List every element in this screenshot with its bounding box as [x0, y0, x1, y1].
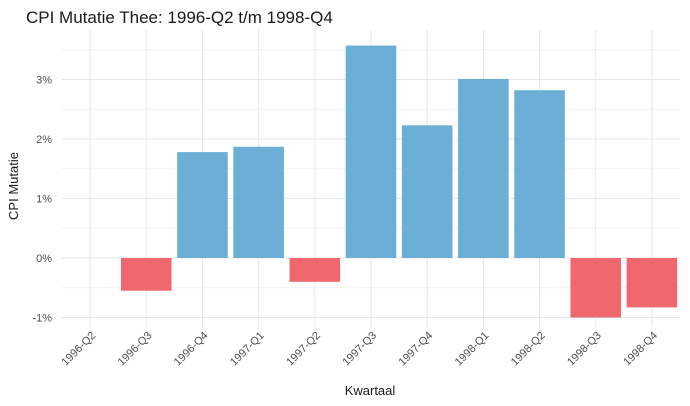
x-tick-label: 1996-Q2 [59, 330, 98, 369]
x-tick-label: 1997-Q2 [284, 330, 323, 369]
y-tick-label: 2% [36, 134, 52, 146]
bar-1998-Q4 [626, 258, 678, 308]
y-tick-label: 0% [36, 253, 52, 265]
bar-1997-Q4 [401, 125, 453, 258]
x-tick-label: 1998-Q1 [453, 330, 492, 369]
x-tick-label: 1998-Q3 [565, 330, 604, 369]
x-tick-label: 1998-Q4 [621, 330, 660, 369]
x-tick-label: 1996-Q3 [116, 330, 155, 369]
bar-1998-Q3 [570, 258, 622, 318]
bar-1998-Q1 [458, 78, 509, 258]
bar-1997-Q2 [289, 258, 341, 282]
bar-1998-Q2 [514, 90, 565, 259]
bar-1997-Q1 [233, 146, 284, 258]
bars [120, 45, 678, 318]
x-axis-ticks: 1996-Q2 1996-Q3 1996-Q4 1997-Q1 1997-Q2 1997-… [59, 330, 660, 369]
x-tick-label: 1997-Q3 [340, 330, 379, 369]
x-tick-label: 1997-Q1 [228, 330, 267, 369]
y-tick-label: 1% [36, 194, 52, 206]
chart-title: CPI Mutatie Thee: 1996-Q2 t/m 1998-Q4 [26, 8, 333, 27]
y-tick-label: 3% [36, 75, 52, 87]
x-tick-label: 1997-Q4 [397, 330, 436, 369]
x-tick-label: 1998-Q2 [509, 330, 548, 369]
x-axis-title: Kwartaal [345, 383, 396, 398]
bar-1997-Q3 [345, 45, 397, 259]
y-axis-title: CPI Mutatie [6, 152, 21, 220]
bar-1996-Q3 [120, 258, 172, 291]
y-tick-label: -1% [32, 313, 52, 325]
bar-1996-Q4 [177, 152, 228, 258]
y-axis-ticks: -1% 0% 1% 2% 3% [32, 75, 52, 325]
x-tick-label: 1996-Q4 [172, 330, 211, 369]
